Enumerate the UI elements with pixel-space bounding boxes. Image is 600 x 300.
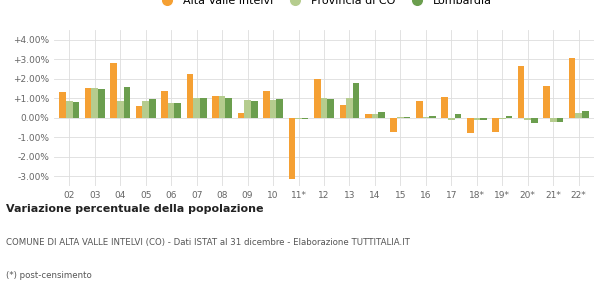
Bar [544,85,550,118]
Text: COMUNE DI ALTA VALLE INTELVI (CO) - Dati ISTAT al 31 dicembre - Elaborazione TUT: COMUNE DI ALTA VALLE INTELVI (CO) - Dati… [6,238,410,247]
Bar [85,88,91,118]
Bar [302,118,308,119]
Bar [429,116,436,118]
Bar [136,106,142,118]
Bar [73,102,79,118]
Bar [391,118,397,132]
Bar [473,118,480,120]
Text: Variazione percentuale della popolazione: Variazione percentuale della popolazione [6,203,263,214]
Bar [365,114,371,118]
Bar [499,118,506,119]
Bar [518,66,524,118]
Bar [263,92,270,118]
Bar [557,118,563,122]
Bar [193,98,200,118]
Bar [66,101,73,118]
Bar [142,101,149,118]
Bar [200,98,206,118]
Bar [238,113,244,118]
Bar [550,118,557,122]
Bar [187,74,193,118]
Bar [175,103,181,118]
Bar [226,98,232,118]
Bar [320,98,328,118]
Bar [448,118,455,120]
Bar [524,118,531,120]
Bar [251,101,257,118]
Bar [314,79,320,118]
Bar [569,58,575,118]
Bar [353,82,359,118]
Bar [270,100,277,118]
Bar [289,118,295,179]
Bar [480,118,487,120]
Bar [378,112,385,118]
Bar [467,118,473,133]
Bar [582,111,589,118]
Bar [59,92,66,118]
Bar [493,118,499,132]
Bar [422,117,429,118]
Bar [219,96,226,118]
Bar [506,116,512,118]
Bar [404,117,410,118]
Bar [346,98,353,118]
Bar [149,99,155,118]
Bar [110,63,117,118]
Bar [124,86,130,118]
Bar [212,96,219,118]
Bar [244,100,251,118]
Bar [442,97,448,118]
Bar [328,99,334,118]
Bar [91,88,98,118]
Bar [117,101,124,118]
Bar [168,103,175,118]
Bar [340,105,346,118]
Bar [416,101,422,118]
Bar [397,117,404,118]
Bar [295,118,302,119]
Bar [371,114,378,118]
Bar [455,114,461,118]
Bar [98,88,104,118]
Text: (*) post-censimento: (*) post-censimento [6,271,92,280]
Legend: Alta Valle Intelvi, Provincia di CO, Lombardia: Alta Valle Intelvi, Provincia di CO, Lom… [152,0,496,11]
Bar [277,99,283,118]
Bar [161,92,168,118]
Bar [575,113,582,118]
Bar [531,118,538,123]
